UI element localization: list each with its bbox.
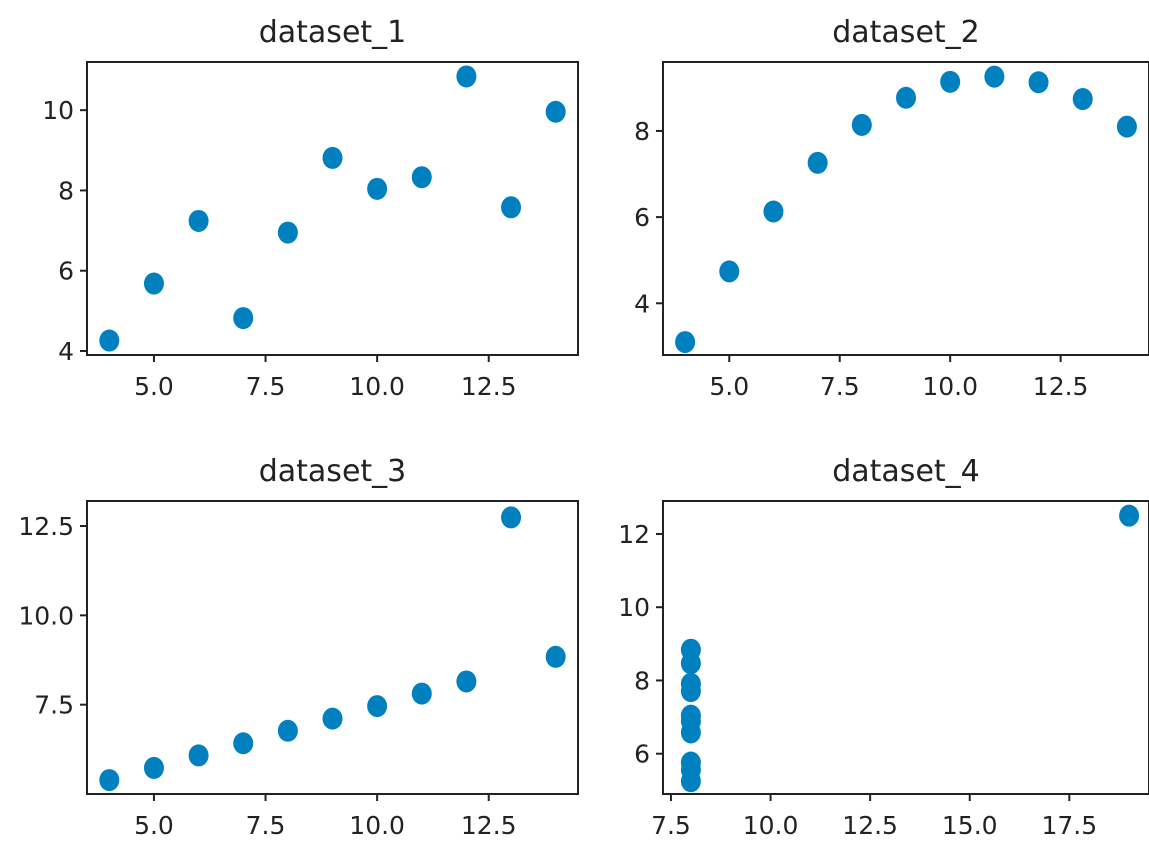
axes-frame [662, 61, 1149, 356]
chart-title: dataset_1 [259, 15, 407, 50]
data-point [277, 719, 298, 742]
data-point [680, 710, 701, 733]
y-tick-label: 10 [618, 593, 650, 622]
x-tick-label: 12.5 [461, 811, 517, 840]
x-tick-label: 5.0 [134, 372, 174, 401]
data-point [851, 113, 872, 136]
data-point [411, 166, 432, 189]
axes-frame [86, 61, 579, 356]
data-point [984, 65, 1005, 88]
data-point [680, 758, 701, 781]
data-point [545, 645, 566, 668]
y-tick-label: 8 [58, 176, 74, 205]
data-point [277, 221, 298, 244]
y-tick-label: 10.0 [18, 601, 74, 630]
data-point [188, 744, 209, 767]
data-point [1116, 115, 1137, 138]
x-tick-label: 12.5 [1033, 372, 1089, 401]
data-point [680, 672, 701, 695]
y-tick-label: 4 [634, 289, 650, 318]
data-point [367, 695, 388, 718]
data-point [719, 260, 740, 283]
data-point [675, 331, 696, 354]
data-point [411, 682, 432, 705]
subplot-3: dataset_3 5.0 7.5 10.0 12.5 7.5 10.0 12.5 [18, 454, 579, 840]
data-point [456, 670, 477, 693]
chart-title: dataset_4 [832, 454, 980, 489]
data-point [188, 209, 209, 232]
chart-title: dataset_3 [259, 454, 407, 489]
x-tick-label: 7.5 [651, 811, 691, 840]
x-tick-label: 5.0 [709, 372, 749, 401]
axes-frame [86, 500, 579, 795]
x-tick-label: 10.0 [349, 372, 405, 401]
x-tick-label: 7.5 [820, 372, 860, 401]
y-tick-label: 8 [634, 117, 650, 146]
data-point [233, 307, 254, 330]
subplot-2: dataset_2 5.0 7.5 10.0 12.5 4 6 8 [634, 15, 1149, 401]
y-tick-label: 10 [42, 96, 74, 125]
data-point [1072, 88, 1093, 111]
y-tick-label: 4 [58, 337, 74, 366]
data-point [322, 146, 343, 169]
data-point [680, 652, 701, 675]
data-point [233, 732, 254, 755]
x-tick-label: 10.0 [922, 372, 978, 401]
x-tick-label: 12.5 [461, 372, 517, 401]
y-tick-label: 6 [634, 203, 650, 232]
data-point [807, 151, 828, 174]
x-tick-label: 12.5 [842, 811, 898, 840]
data-point [99, 769, 120, 792]
y-tick-label: 12 [618, 520, 650, 549]
x-tick-label: 10.0 [743, 811, 799, 840]
data-point [763, 200, 784, 223]
x-tick-label: 7.5 [246, 372, 286, 401]
subplot-1: dataset_1 5.0 7.5 10.0 12.5 4 6 8 10 [42, 15, 579, 401]
axes-frame [662, 500, 1149, 795]
y-tick-label: 8 [634, 666, 650, 695]
x-tick-label: 5.0 [134, 811, 174, 840]
data-point [545, 100, 566, 123]
x-tick-label: 15.0 [942, 811, 998, 840]
data-point [501, 506, 522, 529]
chart-title: dataset_2 [832, 15, 980, 50]
data-point [1028, 71, 1049, 94]
y-tick-label: 12.5 [18, 512, 74, 541]
data-point [1119, 504, 1140, 527]
data-point [456, 65, 477, 88]
data-point [367, 177, 388, 200]
subplot-4: dataset_4 7.5 10.0 12.5 15.0 17.5 6 8 10 12 [618, 454, 1149, 840]
data-point [940, 70, 961, 93]
y-tick-label: 6 [634, 740, 650, 769]
data-point [143, 756, 164, 779]
y-tick-label: 7.5 [34, 691, 74, 720]
data-point [322, 707, 343, 730]
data-point [99, 329, 120, 352]
x-tick-label: 10.0 [349, 811, 405, 840]
data-point [501, 196, 522, 219]
y-tick-label: 6 [58, 257, 74, 286]
x-tick-label: 7.5 [246, 811, 286, 840]
x-tick-label: 17.5 [1041, 811, 1097, 840]
data-point [896, 86, 916, 109]
data-point [143, 272, 164, 295]
